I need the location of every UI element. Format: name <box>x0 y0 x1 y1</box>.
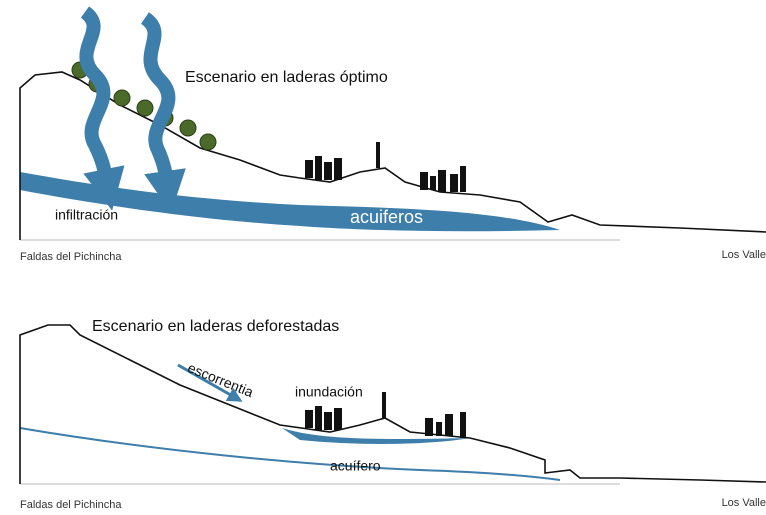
label: infiltración <box>55 207 118 223</box>
panel-optimal: Escenario en laderas óptimo infiltración… <box>20 12 766 263</box>
city <box>305 142 466 192</box>
right-label: Los Valle <box>722 249 766 261</box>
left-label: Faldas del Pichincha <box>20 499 122 511</box>
terrain <box>20 325 766 484</box>
label: inundación <box>295 384 363 400</box>
label: acuífero <box>330 458 381 474</box>
label: acuiferos <box>350 207 423 227</box>
diagram: Escenario en laderas óptimo infiltración… <box>0 0 766 515</box>
right-label: Los Valle <box>722 497 766 509</box>
panel-deforested: Escenario en laderas deforestadas escorr… <box>20 318 766 511</box>
aquifer <box>20 428 560 480</box>
panel-title: Escenario en laderas óptimo <box>185 69 388 86</box>
panel-title: Escenario en laderas deforestadas <box>92 318 339 335</box>
infiltration-arrow <box>85 12 108 190</box>
label: escorrentia <box>185 359 255 400</box>
left-label: Faldas del Pichincha <box>20 251 122 263</box>
